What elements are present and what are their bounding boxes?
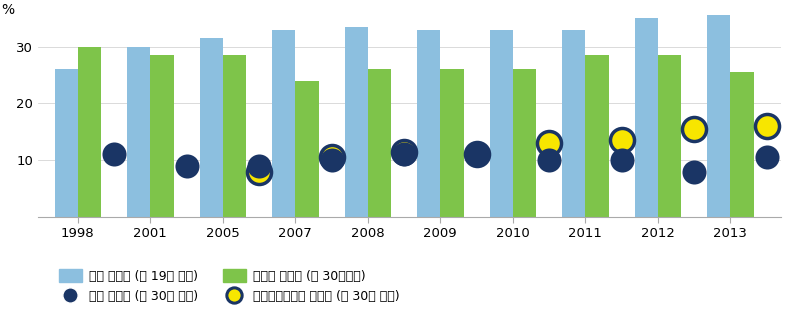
Point [470, 152, 483, 157]
Point [615, 138, 628, 143]
Bar [199, 38, 223, 217]
Bar [658, 55, 681, 217]
Point [688, 126, 701, 131]
Bar [272, 30, 296, 217]
Bar [562, 30, 585, 217]
Bar [634, 18, 658, 217]
Bar [585, 55, 608, 217]
Point [325, 158, 338, 163]
Bar [730, 72, 753, 217]
Bar [344, 27, 368, 217]
Bar [78, 47, 101, 217]
Bar [489, 30, 513, 217]
Point [760, 155, 773, 160]
Bar [707, 15, 730, 217]
Point [688, 169, 701, 174]
Bar [368, 69, 391, 217]
Point [253, 169, 266, 174]
Point [108, 152, 121, 157]
Point [470, 152, 483, 157]
Point [615, 158, 628, 163]
Point [253, 163, 266, 168]
Point [760, 123, 773, 129]
Legend: 비만 유볙률 (만 19세 이상), 당뇨 유볙률 (만 30세 이상), 고혈압 유볙률 (만 30세이상), 고콜레스테롭증 유볙률 (만 30세 이상): 비만 유볙률 (만 19세 이상), 당뇨 유볙률 (만 30세 이상), 고혈… [59, 269, 400, 303]
Bar [296, 81, 318, 217]
Y-axis label: %: % [2, 3, 15, 17]
Bar [440, 69, 463, 217]
Point [398, 149, 411, 154]
Point [180, 163, 193, 168]
Point [398, 152, 411, 157]
Bar [151, 55, 173, 217]
Bar [54, 69, 78, 217]
Point [543, 158, 556, 163]
Bar [127, 47, 151, 217]
Point [325, 155, 338, 160]
Bar [223, 55, 246, 217]
Point [543, 141, 556, 146]
Bar [513, 69, 536, 217]
Bar [417, 30, 440, 217]
